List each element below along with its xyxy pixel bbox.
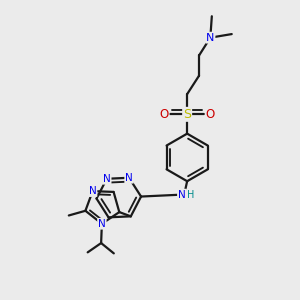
Text: O: O (206, 108, 215, 121)
Text: O: O (159, 108, 169, 121)
Text: H: H (187, 190, 194, 200)
Text: N: N (89, 186, 97, 196)
Text: N: N (178, 190, 186, 200)
Text: N: N (98, 219, 106, 229)
Text: N: N (103, 174, 111, 184)
Text: N: N (206, 33, 214, 43)
Text: N: N (125, 173, 133, 183)
Text: S: S (183, 108, 191, 121)
